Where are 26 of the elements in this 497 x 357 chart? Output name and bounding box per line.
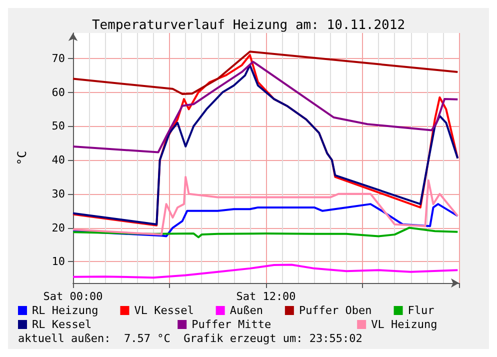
x-tick-label: Sat 12:00	[236, 290, 296, 303]
y-tick-label: 20	[52, 221, 65, 234]
y-tick-label: 60	[52, 86, 65, 99]
legend-label: Puffer Mitte	[192, 318, 272, 331]
legend-label: VL Kessel	[134, 304, 194, 317]
y-tick-label: 50	[52, 120, 65, 133]
text: aktuell außen: 7.57 °C Grafik erzeugt um: 23:55:02	[18, 332, 362, 345]
chart-title: Temperaturverlauf Heizung am: 10.11.2012	[92, 18, 406, 33]
line-series	[72, 60, 459, 154]
legend-label: RL Kessel	[32, 318, 92, 331]
y-tick-label: 10	[52, 255, 65, 268]
legend-label: VL Heizung	[371, 318, 438, 331]
legend-label: Außen	[230, 304, 263, 317]
x-tick-label: Sat 00:00	[43, 290, 103, 303]
y-tick-label: 30	[52, 187, 65, 200]
line-series	[72, 176, 459, 236]
legend-label: Puffer Oben	[298, 304, 372, 317]
y-tick-label: 40	[52, 154, 65, 167]
line-series	[72, 203, 459, 238]
legend-label: Flur	[408, 304, 435, 317]
line-series	[72, 264, 459, 279]
line-series	[72, 226, 459, 238]
legend-label: RL Heizung	[32, 304, 98, 317]
y-axis-title: °C	[15, 150, 29, 166]
y-tick-label: 70	[52, 52, 65, 65]
line-series	[72, 50, 459, 95]
